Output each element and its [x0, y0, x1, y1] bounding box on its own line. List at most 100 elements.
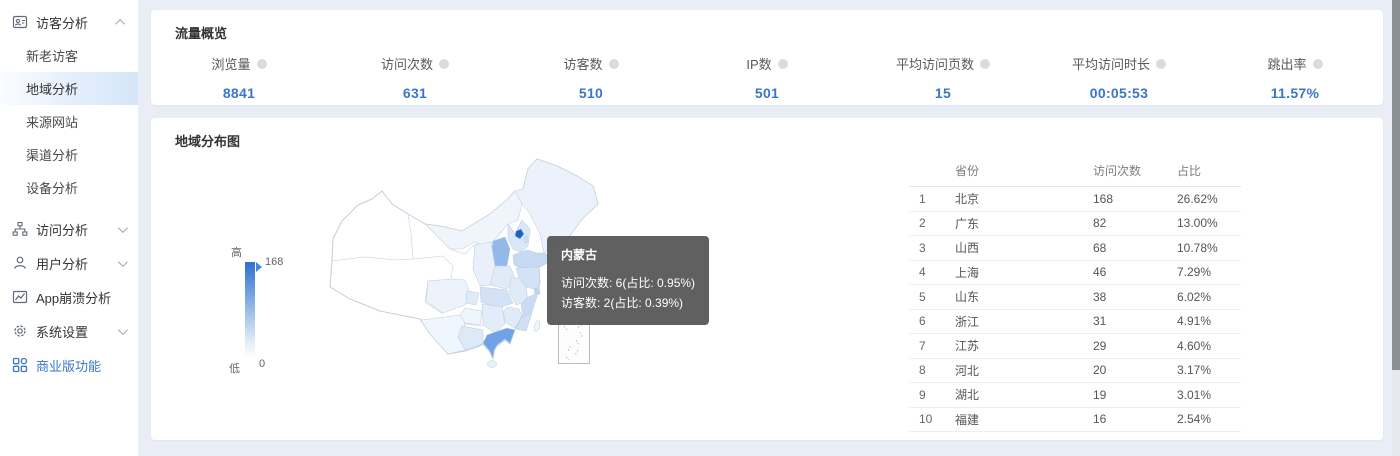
info-icon[interactable]	[439, 58, 449, 69]
metric-label: 访客数	[563, 57, 603, 72]
table-cell-province: 河北	[955, 358, 1093, 383]
tooltip-visitors-line: 访客数: 2(占比: 0.39%)	[561, 295, 684, 310]
table-cell-rank: 5	[909, 284, 955, 310]
region-map-card: 地域分布图 高 168 0 低	[151, 118, 1383, 440]
table-cell-visits: 38	[1093, 284, 1177, 310]
sidebar-item-source-sites[interactable]: 来源网站	[0, 105, 138, 138]
table-cell-visits: 68	[1093, 235, 1177, 261]
info-icon[interactable]	[256, 58, 267, 69]
legend-max-value: 168	[265, 256, 284, 268]
sidebar-item-user-analysis[interactable]: 用户分析	[0, 246, 138, 280]
scrollbar-thumb[interactable]	[1392, 0, 1400, 370]
sidebar-item-device-analysis[interactable]: 设备分析	[0, 171, 138, 204]
metric-value[interactable]: 00:05:53	[1089, 85, 1149, 101]
table-cell-province: 广东	[955, 211, 1093, 236]
sidebar-item-channel-analysis[interactable]: 渠道分析	[0, 138, 138, 171]
table-cell-rank: 1	[909, 186, 955, 212]
legend-min-value: 0	[259, 358, 266, 370]
table-cell-visits: 46	[1093, 260, 1177, 285]
table-cell-ratio: 6.02%	[1177, 284, 1241, 310]
legend-marker	[256, 262, 262, 272]
grid-icon	[12, 357, 28, 373]
sidebar-item-label: 系统设置	[36, 324, 89, 340]
table-row: 3 山西 68 10.78%	[909, 235, 1241, 261]
sidebar-item-label: 用户分析	[36, 256, 89, 272]
tooltip-region-name: 内蒙古	[561, 248, 598, 262]
table-header-province: 省份	[955, 158, 1093, 187]
metric-value[interactable]: 631	[402, 85, 428, 101]
info-icon[interactable]	[608, 58, 619, 69]
metric-label: 跳出率	[1267, 57, 1307, 72]
metric-value[interactable]: 8841	[222, 85, 256, 101]
overview-card-title: 流量概览	[175, 26, 228, 41]
sidebar-item-region-analysis[interactable]: 地域分析	[0, 72, 138, 105]
metric-visitors: 访客数 510	[503, 54, 679, 101]
sidebar-item-visitor-analysis[interactable]: 访客分析	[0, 5, 138, 39]
table-header-visits: 访问次数	[1093, 158, 1177, 187]
table-cell-ratio: 7.29%	[1177, 260, 1241, 285]
table-cell-visits: 19	[1093, 382, 1177, 408]
metric-visits: 访问次数 631	[327, 54, 503, 101]
china-choropleth-map[interactable]	[325, 154, 605, 374]
table-cell-rank: 8	[909, 358, 955, 383]
table-row: 5 山东 38 6.02%	[909, 284, 1241, 310]
table-cell-ratio: 4.91%	[1177, 309, 1241, 334]
table-cell-ratio: 4.60%	[1177, 333, 1241, 359]
table-cell-visits: 16	[1093, 407, 1177, 432]
table-cell-rank: 4	[909, 260, 955, 285]
metric-label: 平均访问时长	[1071, 57, 1150, 72]
user-icon	[12, 255, 28, 271]
table-cell-province: 湖北	[955, 382, 1093, 408]
table-header-row: 省份 访问次数 占比	[909, 158, 1241, 187]
metrics-row: 浏览量 8841 访问次数 631 访客数 510 IP数 501 平均访问页数	[151, 54, 1383, 101]
table-row: 4 上海 46 7.29%	[909, 260, 1241, 285]
metric-value[interactable]: 510	[578, 85, 604, 101]
info-icon[interactable]	[1312, 58, 1323, 69]
chevron-down-icon	[117, 256, 128, 267]
metric-value[interactable]: 15	[934, 85, 952, 101]
province-ranking-table: 省份 访问次数 占比 1 北京 168 26.62% 2 广东	[909, 158, 1241, 432]
table-cell-visits: 29	[1093, 333, 1177, 359]
traffic-overview-card: 流量概览 浏览量 8841 访问次数 631 访客数 510 IP数 501	[151, 10, 1383, 105]
table-row: 7 江苏 29 4.60%	[909, 333, 1241, 359]
info-icon[interactable]	[777, 58, 788, 69]
info-icon[interactable]	[1156, 58, 1166, 69]
table-cell-rank: 10	[909, 407, 955, 432]
table-cell-rank: 9	[909, 382, 955, 408]
sidebar-item-system-settings[interactable]: 系统设置	[0, 314, 138, 348]
table-row: 10 福建 16 2.54%	[909, 407, 1241, 432]
sidebar-item-visit-analysis[interactable]: 访问分析	[0, 212, 138, 246]
table-row: 8 河北 20 3.17%	[909, 358, 1241, 383]
sidebar-sub-label: 来源网站	[26, 115, 79, 130]
sidebar-item-app-crash-analysis[interactable]: App崩溃分析	[0, 280, 138, 314]
table-cell-province: 山东	[955, 284, 1093, 310]
sidebar-sub-label: 新老访客	[26, 49, 79, 64]
table-row: 6 浙江 31 4.91%	[909, 309, 1241, 334]
tooltip-visits-line: 访问次数: 6(占比: 0.95%)	[561, 275, 696, 290]
map-tooltip: 内蒙古 访问次数: 6(占比: 0.95%) 访客数: 2(占比: 0.39%)	[547, 236, 710, 326]
metric-pageviews: 浏览量 8841	[151, 54, 327, 101]
sidebar-item-business-features[interactable]: 商业版功能	[0, 348, 138, 382]
chevron-down-icon	[117, 222, 128, 233]
metric-avg-duration: 平均访问时长 00:05:53	[1031, 54, 1207, 101]
south-china-sea-inset	[558, 322, 590, 364]
table-cell-province: 北京	[955, 186, 1093, 212]
table-cell-visits: 168	[1093, 186, 1177, 212]
table-cell-ratio: 26.62%	[1177, 186, 1241, 212]
sidebar-item-new-old-visitors[interactable]: 新老访客	[0, 39, 138, 72]
info-icon[interactable]	[980, 58, 990, 69]
chevron-down-icon	[117, 324, 128, 335]
table-cell-rank: 6	[909, 309, 955, 334]
table-cell-visits: 82	[1093, 211, 1177, 236]
metric-label: 浏览量	[211, 57, 251, 72]
table-cell-rank: 2	[909, 211, 955, 236]
map-card-title: 地域分布图	[175, 134, 241, 149]
metric-label: IP数	[746, 57, 772, 72]
legend-gradient-bar[interactable]	[245, 262, 255, 357]
metric-value[interactable]: 11.57%	[1270, 85, 1320, 101]
metric-value[interactable]: 501	[754, 85, 780, 101]
table-row: 1 北京 168 26.62%	[909, 186, 1241, 212]
metric-label: 平均访问页数	[895, 57, 974, 72]
legend-high-label: 高	[231, 247, 242, 259]
